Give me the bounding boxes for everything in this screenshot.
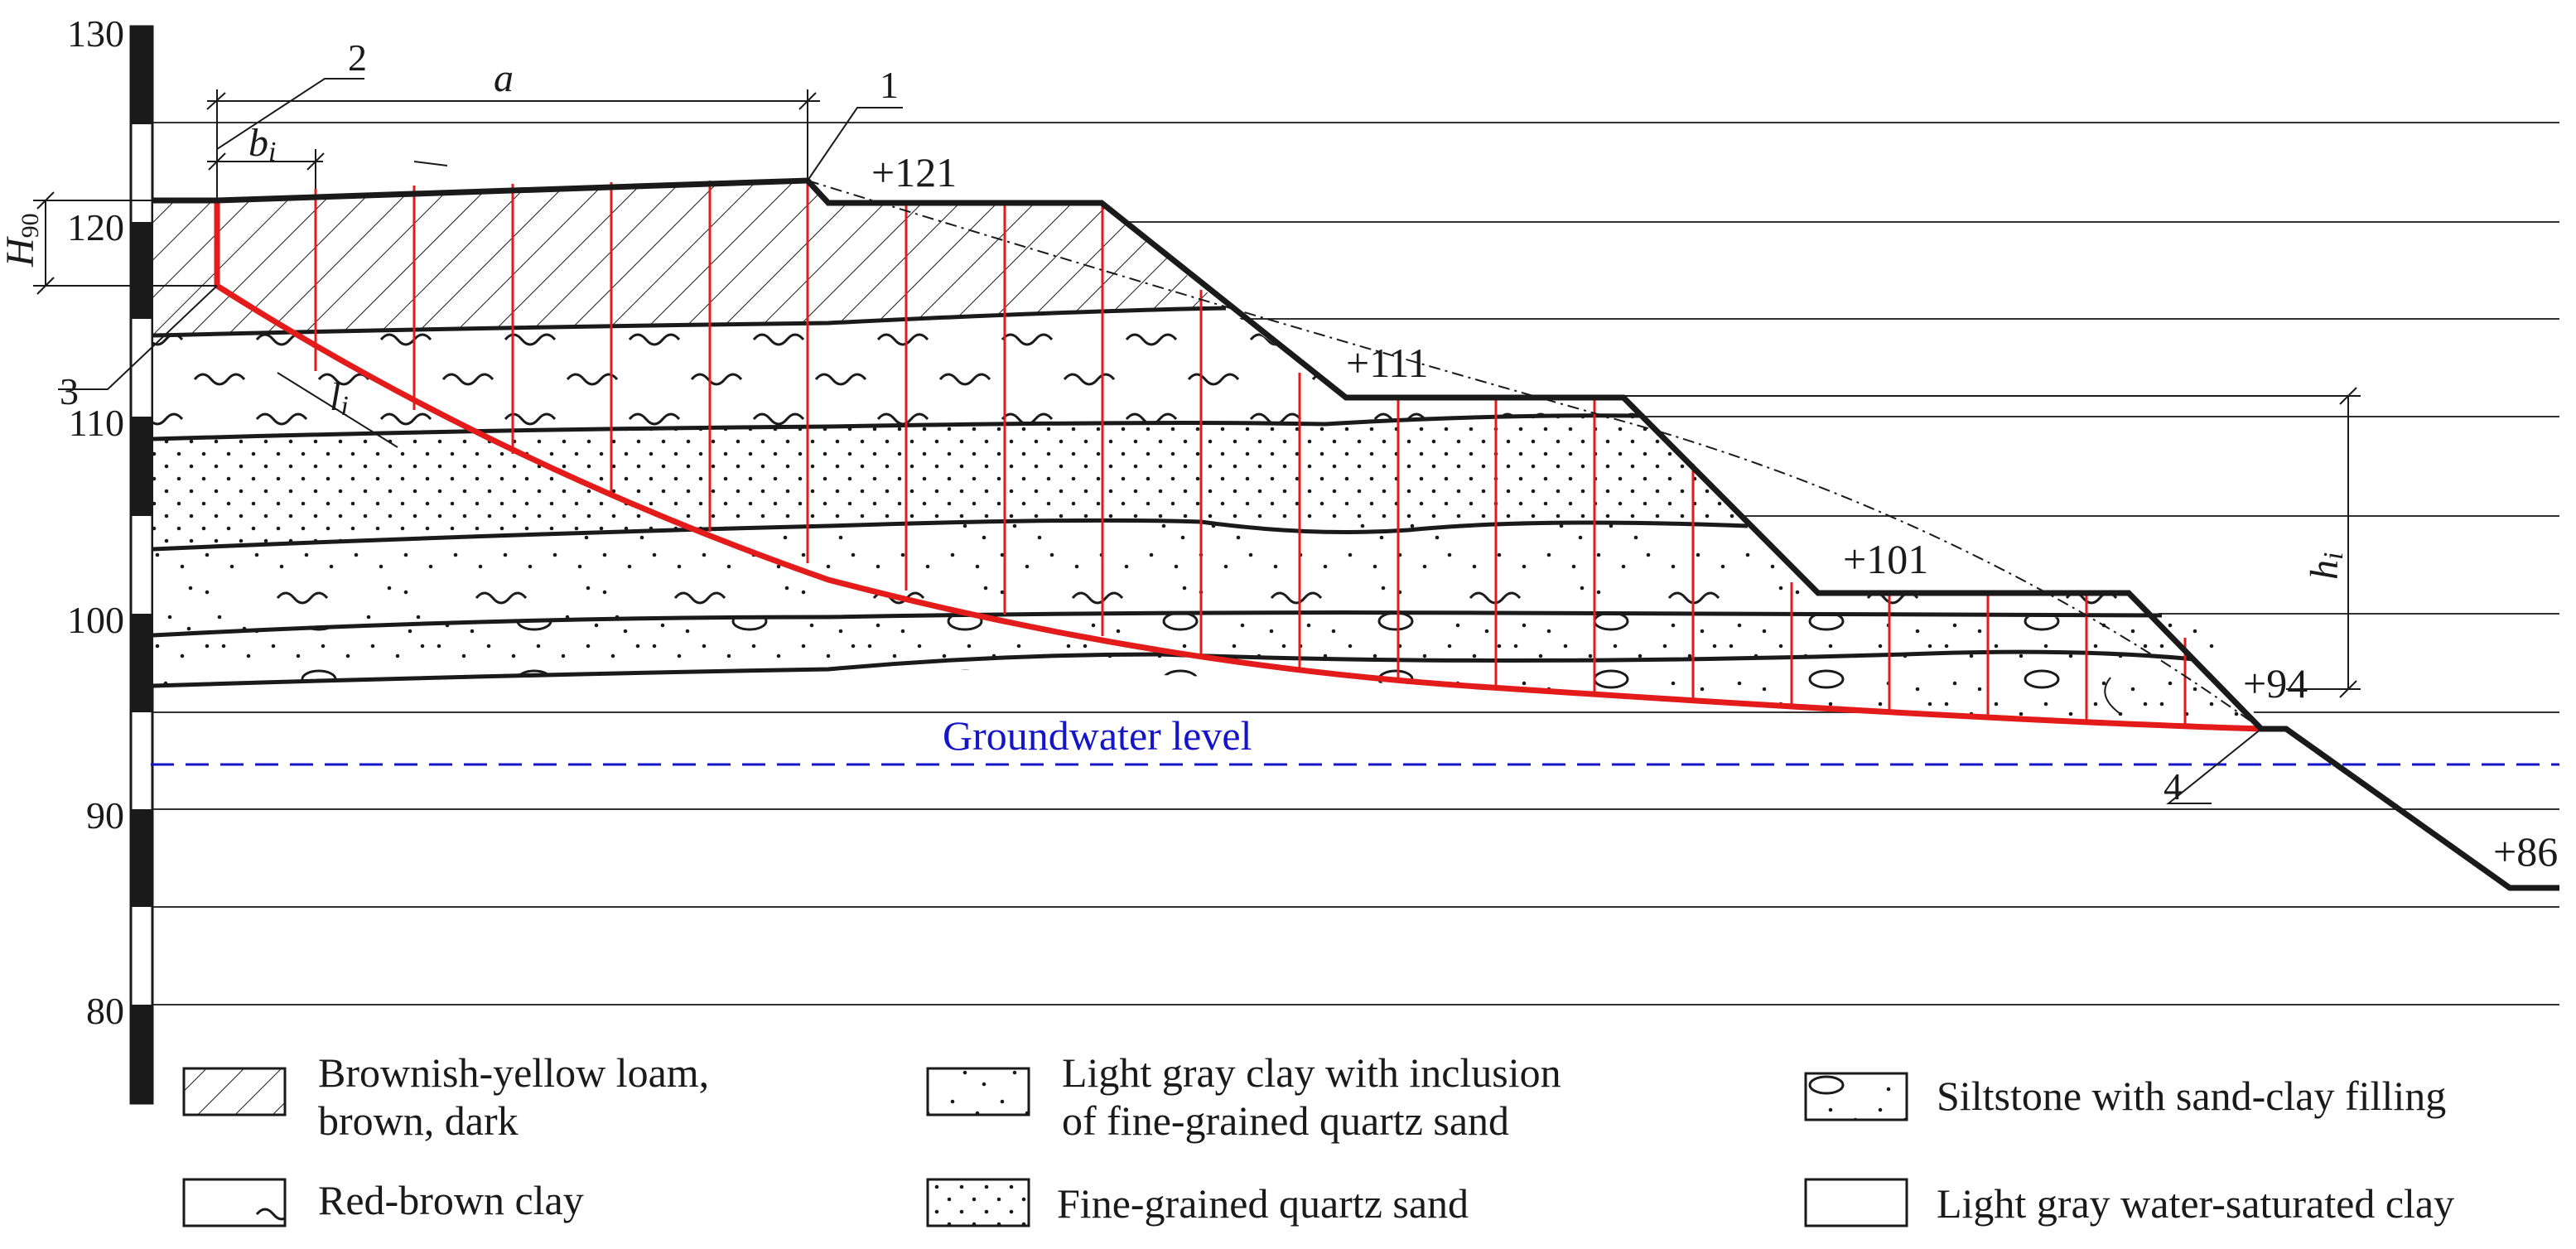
dash-dot-line: [807, 180, 2262, 730]
layer-siltstone: [153, 612, 2261, 729]
dimension-ticks: [36, 92, 2357, 698]
layer-clay-sand: [153, 522, 2162, 635]
dimension-label-H: H90: [0, 213, 44, 268]
legend-label: Siltstone with sand-clay filling: [1937, 1073, 2446, 1119]
dimension-label-h: hi: [2303, 552, 2349, 580]
legend-label: Light gray water-saturated clay: [1937, 1180, 2454, 1227]
groundwater-label: Groundwater level: [943, 712, 1252, 759]
legend-swatch: [182, 1178, 287, 1227]
y-tick-label: 90: [86, 794, 124, 837]
slip-surface: [214, 200, 2262, 732]
y-tick-label: 130: [67, 12, 124, 55]
dimension-lines: [33, 89, 2361, 715]
elevation-label: +101: [1843, 536, 1928, 582]
legend-label: Red-brown clay: [318, 1177, 584, 1223]
elevation-scale-bar: [129, 25, 154, 1105]
dimension-label-b: bi: [248, 121, 276, 167]
callout-number: 1: [880, 64, 899, 106]
legend-swatch: [182, 1067, 287, 1116]
elevation-label: +111: [1346, 340, 1429, 386]
legend-swatch: [926, 1067, 1030, 1116]
elevation-label: +121: [871, 149, 957, 195]
legend-label: Fine-grained quartz sand: [1057, 1180, 1469, 1227]
dimension-label-a: a: [494, 56, 514, 100]
legend-label: Brownish-yellow loam, brown, dark: [318, 1049, 709, 1144]
layer-loam: [153, 181, 1226, 335]
callout-number: 4: [2164, 765, 2183, 808]
layer-sand: [153, 415, 1748, 549]
callout-number: 2: [348, 36, 367, 79]
strata: [153, 181, 2261, 729]
y-tick-label: 110: [69, 402, 124, 444]
slices: [314, 181, 2187, 726]
legend-swatch: [926, 1178, 1030, 1227]
legend: Brownish-yellow loam, brown, dark Light g…: [182, 1049, 2454, 1227]
y-tick-label: 100: [67, 599, 124, 641]
y-tick-label: 80: [86, 990, 124, 1032]
elevation-labels: +121 +111 +101 +94 +86: [871, 149, 2558, 875]
dimension-label-l: li: [330, 375, 349, 422]
y-axis-labels: 130 120 110 100 90 80: [67, 12, 124, 1032]
callout-number: 3: [60, 370, 79, 412]
legend-swatch: [1804, 1072, 1908, 1121]
y-tick-label: 120: [67, 206, 124, 248]
legend-swatch: [1804, 1178, 1908, 1227]
elevation-label: +94: [2243, 660, 2308, 706]
legend-label: Light gray clay with inclusion of fine-gr…: [1062, 1049, 1561, 1144]
layer-red-brown-clay: [153, 308, 1644, 439]
elevation-label: +86: [2493, 828, 2558, 875]
